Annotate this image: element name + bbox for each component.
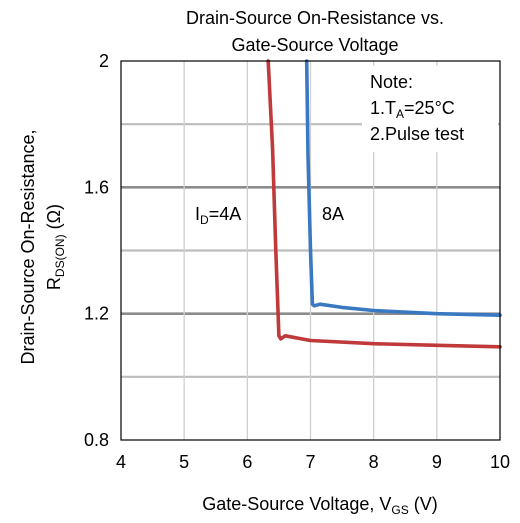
y-tick-label: 0.8 xyxy=(84,430,109,450)
x-axis-label-main: Gate-Source Voltage, V xyxy=(202,494,391,514)
y-axis-label-line1: Drain-Source On-Resistance, xyxy=(18,129,38,364)
x-tick-label: 4 xyxy=(116,452,126,472)
y-axis-label: Drain-Source On-Resistance, RDS(ON) (Ω) xyxy=(18,129,67,364)
y-axis-label-subscript: DS(ON) xyxy=(53,234,67,277)
x-tick-labels: 4 5 6 7 8 9 10 xyxy=(116,452,510,472)
y-axis-label-symbol: R xyxy=(44,277,64,290)
y-axis-label-unit: (Ω) xyxy=(44,204,64,234)
note-heading: Note: xyxy=(370,72,413,92)
note-box: Note: 1.TA=25°C 2.Pulse test xyxy=(362,66,498,152)
x-tick-label: 6 xyxy=(242,452,252,472)
x-tick-label: 9 xyxy=(432,452,442,472)
note-line1-suffix: =25°C xyxy=(404,98,455,118)
x-tick-label: 8 xyxy=(369,452,379,472)
plot-frame xyxy=(120,60,501,441)
x-tick-label: 10 xyxy=(490,452,510,472)
note-line1: 1.TA=25°C xyxy=(370,98,455,121)
series-line-4a xyxy=(266,59,502,349)
note-line1-prefix: 1.T xyxy=(370,98,396,118)
note-line2: 2.Pulse test xyxy=(370,124,464,144)
series-label-4a-subscript: D xyxy=(200,213,209,227)
series-label-4a-suffix: =4A xyxy=(209,204,242,224)
chart-title-line1: Drain-Source On-Resistance vs. xyxy=(186,8,444,28)
y-tick-labels: 0.8 1.2 1.6 2 xyxy=(84,51,109,450)
series-lines xyxy=(266,59,502,349)
series-label-8a: 8A xyxy=(322,204,344,224)
y-tick-label: 1.6 xyxy=(84,177,109,197)
y-axis-label-line2: RDS(ON) (Ω) xyxy=(44,204,67,290)
note-line1-subscript: A xyxy=(396,107,404,121)
x-tick-label: 7 xyxy=(305,452,315,472)
x-axis-label-unit: (V) xyxy=(409,494,438,514)
x-axis-label: Gate-Source Voltage, VGS (V) xyxy=(202,494,437,517)
y-tick-label: 1.2 xyxy=(84,304,109,324)
series-label-4a-main: I xyxy=(195,204,200,224)
series-label-4a: ID=4A xyxy=(195,204,241,227)
note-background xyxy=(362,66,498,152)
y-tick-label: 2 xyxy=(99,51,109,71)
x-axis-label-subscript: GS xyxy=(391,503,408,517)
chart-title-line2: Gate-Source Voltage xyxy=(231,35,398,55)
x-tick-label: 5 xyxy=(179,452,189,472)
series-line-8a xyxy=(304,59,502,317)
